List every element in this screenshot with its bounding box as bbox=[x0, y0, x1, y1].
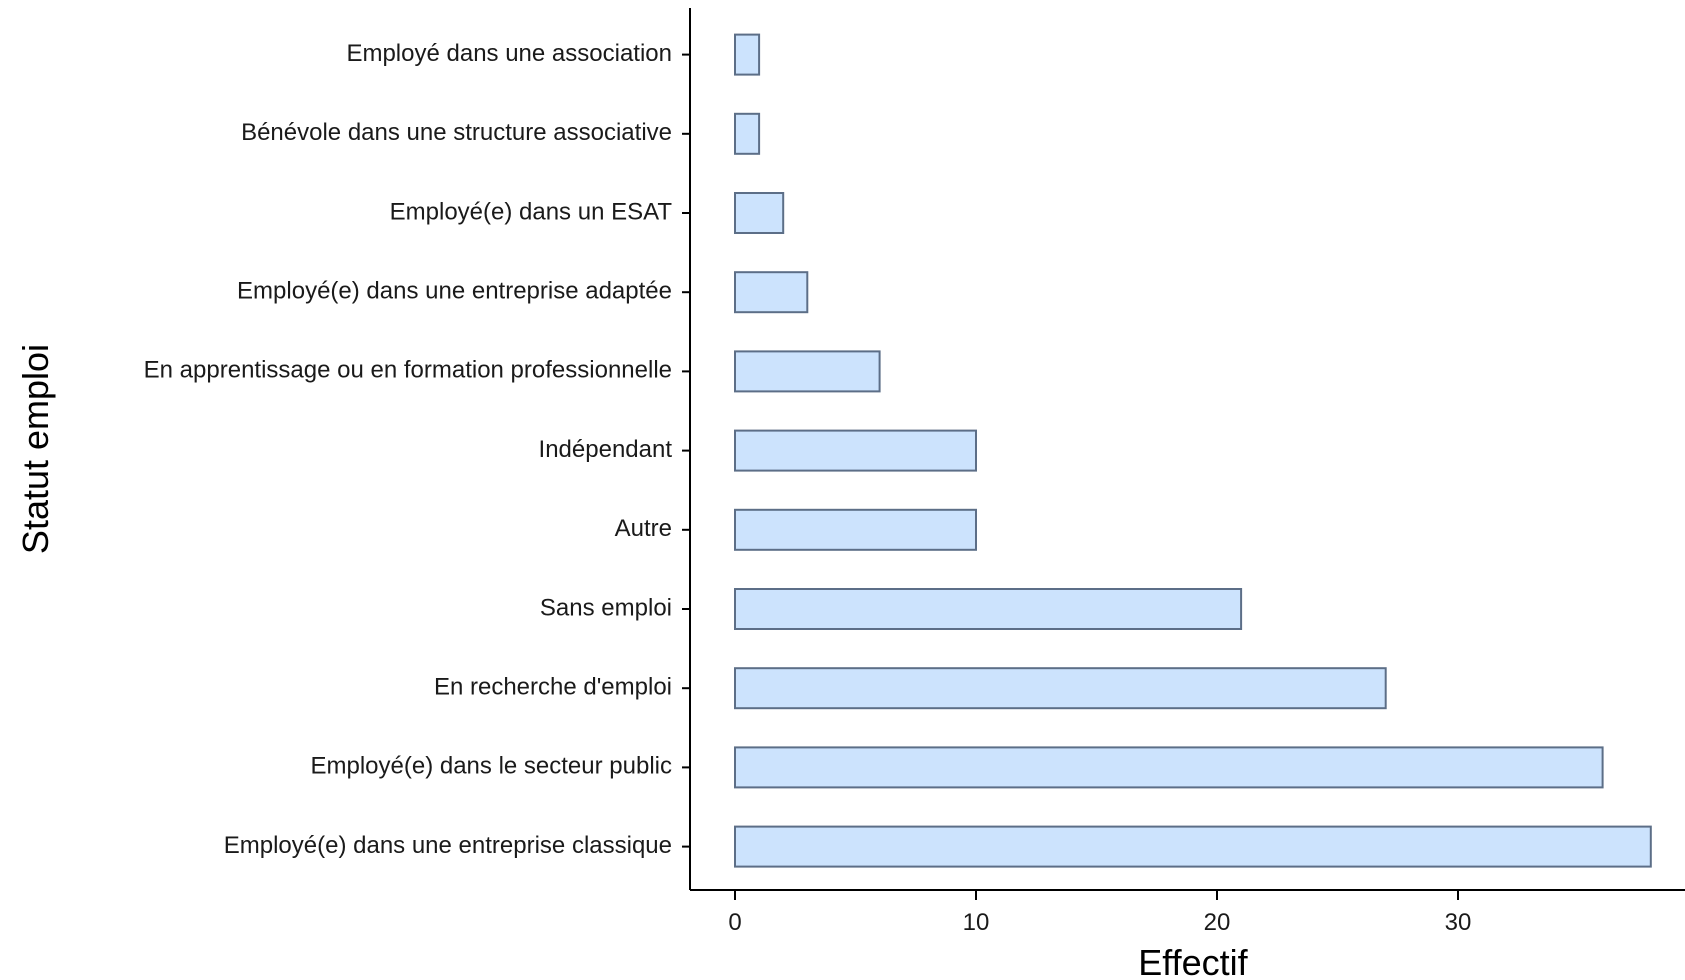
bar-10 bbox=[734, 33, 761, 76]
y-tick-label: Employé dans une association bbox=[346, 40, 672, 67]
bar-3 bbox=[734, 588, 1243, 630]
x-tick-label: 0 bbox=[728, 909, 741, 936]
x-axis-ticks: 0 10 20 30 bbox=[728, 890, 1471, 936]
x-tick-label: 20 bbox=[1204, 909, 1231, 936]
bars-group bbox=[734, 33, 1652, 868]
x-axis-title: Effectif bbox=[1138, 942, 1248, 980]
bar-8 bbox=[734, 192, 785, 234]
bar-7 bbox=[734, 271, 809, 314]
y-tick-label: Bénévole dans une structure associative bbox=[241, 119, 672, 146]
bar-5 bbox=[734, 429, 977, 472]
bar-9 bbox=[734, 112, 761, 155]
bar-4 bbox=[734, 508, 977, 551]
x-tick-label: 10 bbox=[963, 909, 990, 936]
bar-2 bbox=[734, 667, 1387, 710]
y-tick-label: Employé(e) dans une entreprise adaptée bbox=[237, 278, 672, 305]
y-tick-label: Employé(e) dans un ESAT bbox=[390, 198, 673, 225]
y-axis-ticks: Employé(e) dans une entreprise classique… bbox=[144, 40, 690, 859]
y-tick-label: Sans emploi bbox=[540, 594, 672, 621]
y-axis-title: Statut emploi bbox=[15, 344, 56, 554]
y-tick-label: En apprentissage ou en formation profess… bbox=[144, 357, 672, 384]
y-tick-label: Indépendant bbox=[539, 436, 673, 463]
x-tick-label: 30 bbox=[1445, 909, 1472, 936]
bar-6 bbox=[734, 350, 881, 393]
y-tick-label: Autre bbox=[615, 515, 672, 542]
bar-1 bbox=[734, 746, 1604, 789]
y-tick-label: En recherche d'emploi bbox=[434, 674, 672, 701]
bar-0 bbox=[734, 825, 1652, 868]
y-tick-label: Employé(e) dans le secteur public bbox=[310, 753, 672, 780]
y-tick-label: Employé(e) dans une entreprise classique bbox=[224, 832, 672, 859]
